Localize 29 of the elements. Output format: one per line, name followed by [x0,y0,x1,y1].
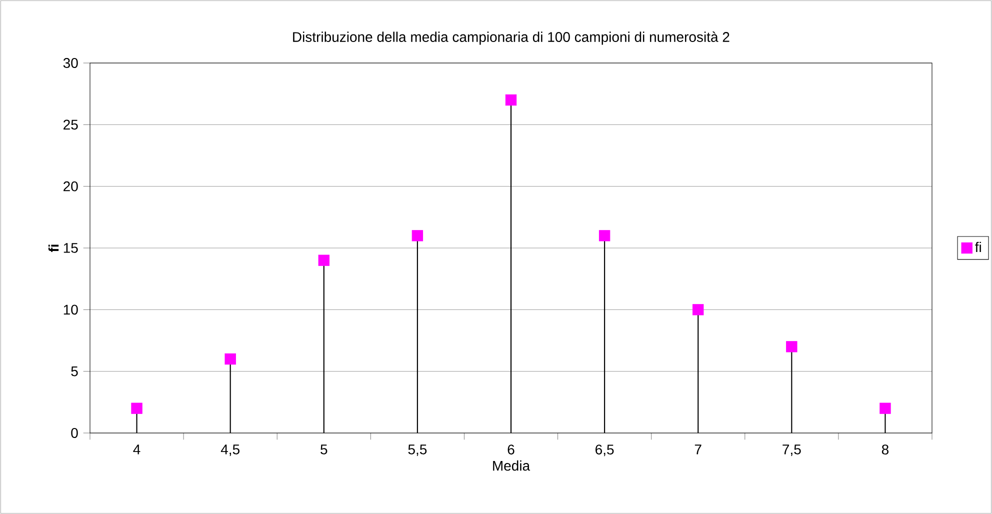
x-tick-label: 8 [882,444,889,455]
point [131,402,142,414]
y-tick-label: 30 [63,58,78,68]
x-tick-label: 6,5 [596,444,614,456]
x-tick-label: 4 [133,444,140,454]
point [412,230,424,242]
y-tick-label: 10 [64,304,78,315]
y-tick-label: 5 [71,366,78,376]
y-tick-label: 0 [71,428,78,438]
point [692,304,704,316]
y-tick-label: 25 [64,120,78,130]
chart-title: Distribuzione della media campionaria di 100 campioni di numerosità 2 [293,32,730,45]
point [880,402,891,414]
point [224,353,236,365]
point [318,254,330,266]
point [786,341,798,352]
point [598,230,610,242]
legend-label: fi [975,242,981,252]
x-tick-label: 6 [508,444,514,455]
x-tick-label: 5,5 [408,444,427,456]
x-tick-label: 5 [320,444,328,454]
point [505,94,517,106]
y-tick-label: 15 [64,243,78,253]
y-tick-label: 20 [64,181,78,192]
x-tick-label: 4,5 [220,444,240,456]
y-axis-title: fi [48,244,59,252]
x-axis-title: Media [493,460,530,471]
x-tick-label: 7 [694,444,702,454]
x-tick-label: 7,5 [782,444,801,456]
